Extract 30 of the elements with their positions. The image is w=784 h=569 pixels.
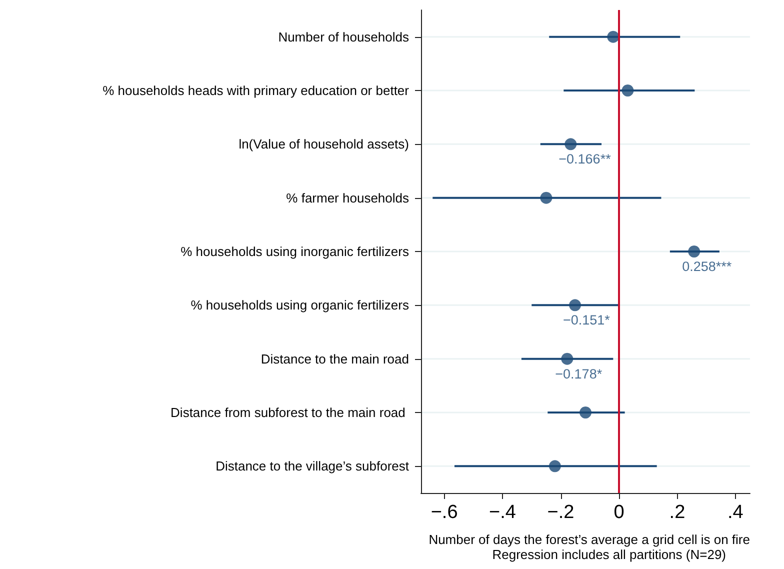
x-tick-label: −.2 [547,502,574,523]
y-tick-label: % households heads with primary education or better [102,83,410,98]
point [607,30,620,43]
text: Regression includes all partitions (N=29) [492,547,726,562]
data-label: −0.151* [563,312,611,328]
y-tick-label: Distance to the village’s subforest [216,458,410,474]
x-tick-label: −.4 [489,502,516,523]
y-tick-label: ln(Value of household assets) [238,136,409,152]
point [688,246,700,258]
point [561,352,574,365]
point [580,406,592,418]
x-tick-label: .4 [728,502,744,523]
point [569,299,582,312]
point [622,84,634,96]
y-tick-label: Number of households [278,29,410,44]
y-tick-label: % households using organic fertilizers [190,298,410,313]
x-axis-title: Number of days the forest’s average a grid cell is on fire [428,532,750,547]
x-tick-label: .2 [669,502,686,523]
y-tick-label: Distance from subforest to the main road [170,405,409,420]
data-label: −0.166** [558,152,612,167]
x-tick-label: −.6 [430,502,458,523]
point [564,138,577,150]
x-tick-label: 0 [614,502,624,523]
point [540,192,552,204]
y-tick-label: % households using inorganic fertilizers [180,244,410,259]
point [548,460,561,472]
data-label: 0.258*** [682,259,732,274]
data-label: −0.178* [555,366,603,382]
y-tick-label: Distance to the main road [260,351,409,366]
y-tick-label: % farmer households [286,190,410,206]
